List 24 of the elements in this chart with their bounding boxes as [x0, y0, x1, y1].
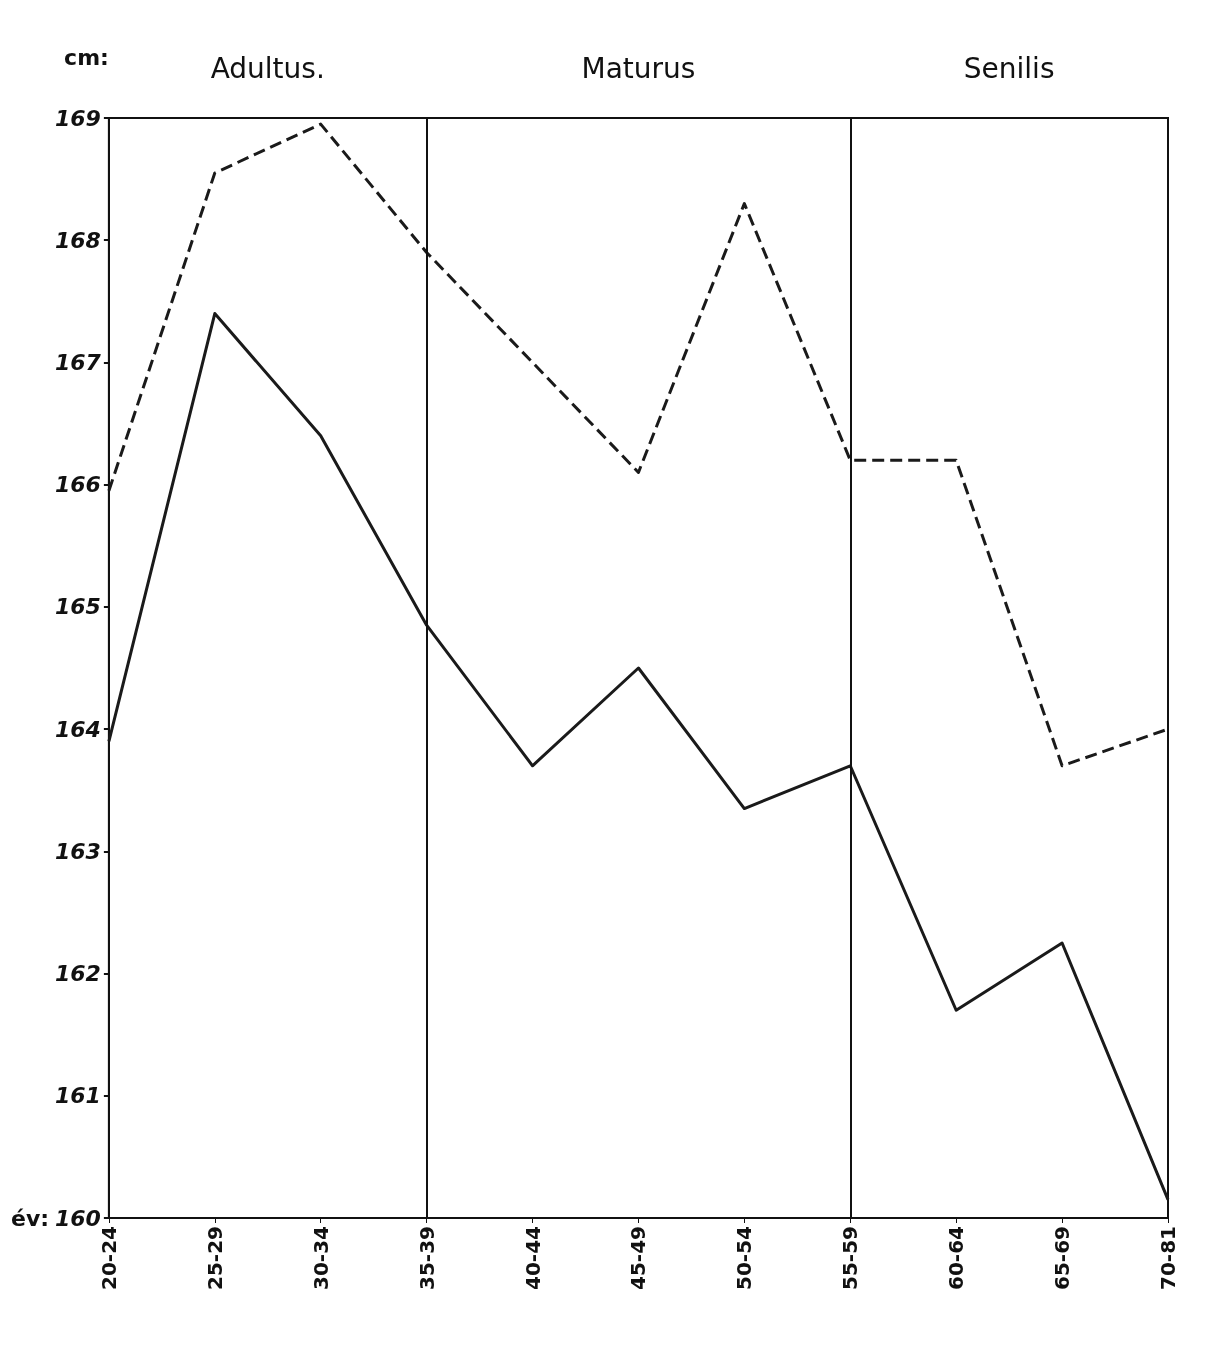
y-tick-label: 162	[54, 961, 101, 987]
y-tick-label: 165	[54, 594, 101, 620]
y-tick-label: 166	[54, 472, 101, 498]
y-axis-title: cm:	[64, 44, 109, 70]
y-tick-label: 163	[54, 838, 101, 864]
x-tick-label: 70-81	[1156, 1226, 1180, 1290]
x-tick-label: 35-39	[414, 1226, 439, 1290]
y-tick-label: 168	[54, 227, 101, 253]
x-tick-label: 40-44	[520, 1226, 545, 1290]
x-tick-label: 25-29	[202, 1226, 227, 1290]
y-tick-label: 167	[54, 349, 102, 375]
x-tick-label: 50-54	[732, 1226, 757, 1290]
y-tick-label: 169	[54, 105, 101, 131]
text: Senilis	[963, 51, 1055, 85]
x-tick-label: 65-69	[1050, 1226, 1075, 1290]
text: Maturus	[581, 51, 696, 85]
x-axis-title: év:	[11, 1205, 50, 1231]
x-tick-label: 30-34	[308, 1226, 333, 1290]
y-tick-label: 164	[54, 716, 101, 742]
y-tick-label: 161	[54, 1083, 101, 1109]
x-tick-label: 60-64	[944, 1226, 969, 1290]
text: Adultus.	[210, 51, 325, 85]
x-tick-label: 55-59	[838, 1226, 863, 1290]
x-tick-label: 45-49	[626, 1226, 651, 1290]
